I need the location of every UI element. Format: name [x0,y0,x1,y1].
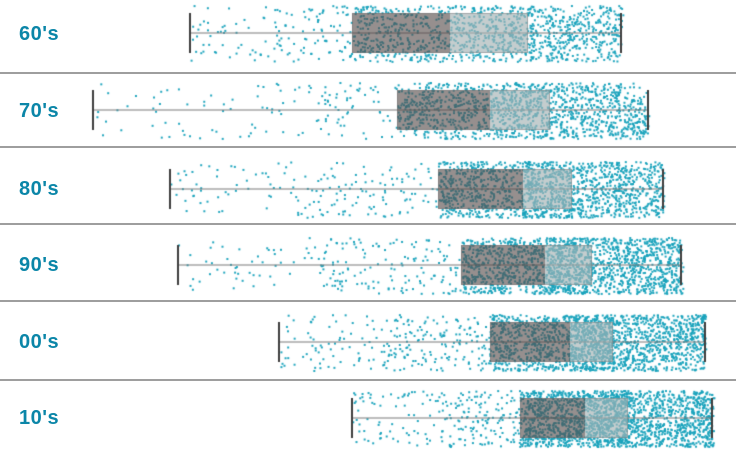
row-divider [0,300,736,302]
row-divider [0,223,736,225]
row-divider [0,72,736,74]
row-label-70s: 70's [19,100,60,122]
row-label-80s: 80's [19,178,60,200]
row-label-60s: 60's [19,23,60,45]
row-label-00s: 00's [19,331,60,353]
row-label-90s: 90's [19,254,60,276]
row-divider [0,146,736,148]
row-label-10s: 10's [19,407,60,429]
row-divider [0,379,736,381]
